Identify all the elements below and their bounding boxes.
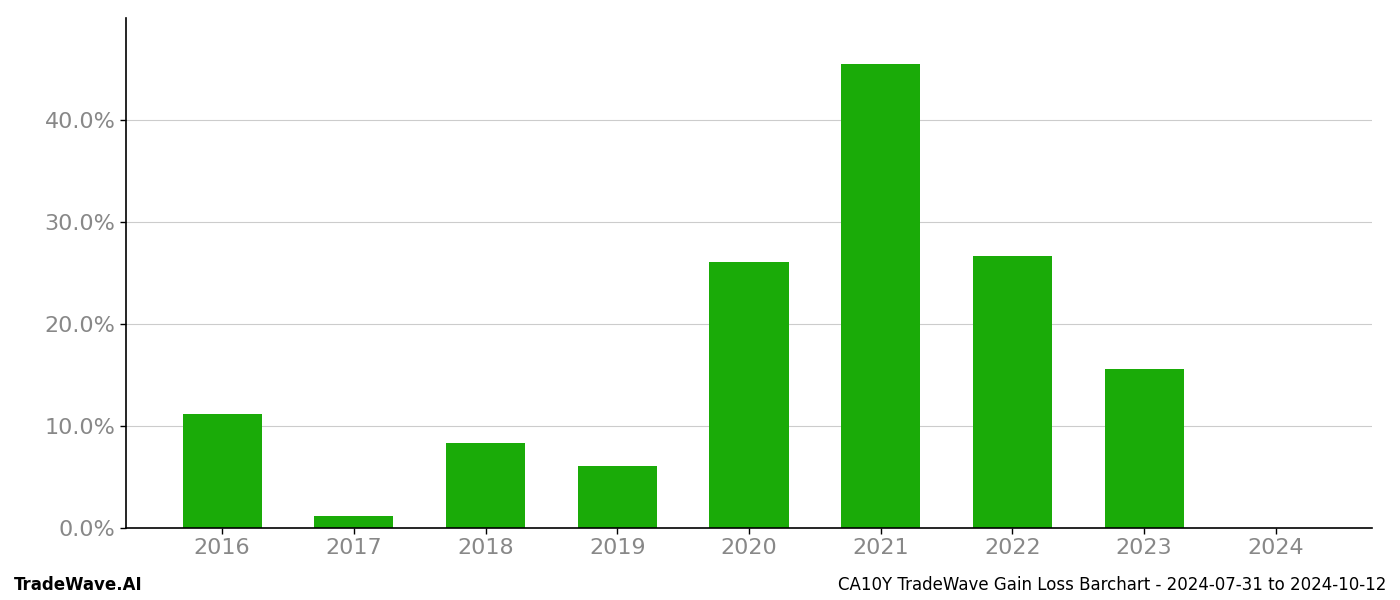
Bar xyxy=(1105,369,1183,528)
Bar xyxy=(315,516,393,528)
Bar xyxy=(710,262,788,528)
Bar xyxy=(973,256,1051,528)
Bar xyxy=(447,443,525,528)
Text: CA10Y TradeWave Gain Loss Barchart - 2024-07-31 to 2024-10-12: CA10Y TradeWave Gain Loss Barchart - 202… xyxy=(837,576,1386,594)
Bar xyxy=(182,414,262,528)
Bar xyxy=(841,64,920,528)
Text: TradeWave.AI: TradeWave.AI xyxy=(14,576,143,594)
Bar xyxy=(578,466,657,528)
